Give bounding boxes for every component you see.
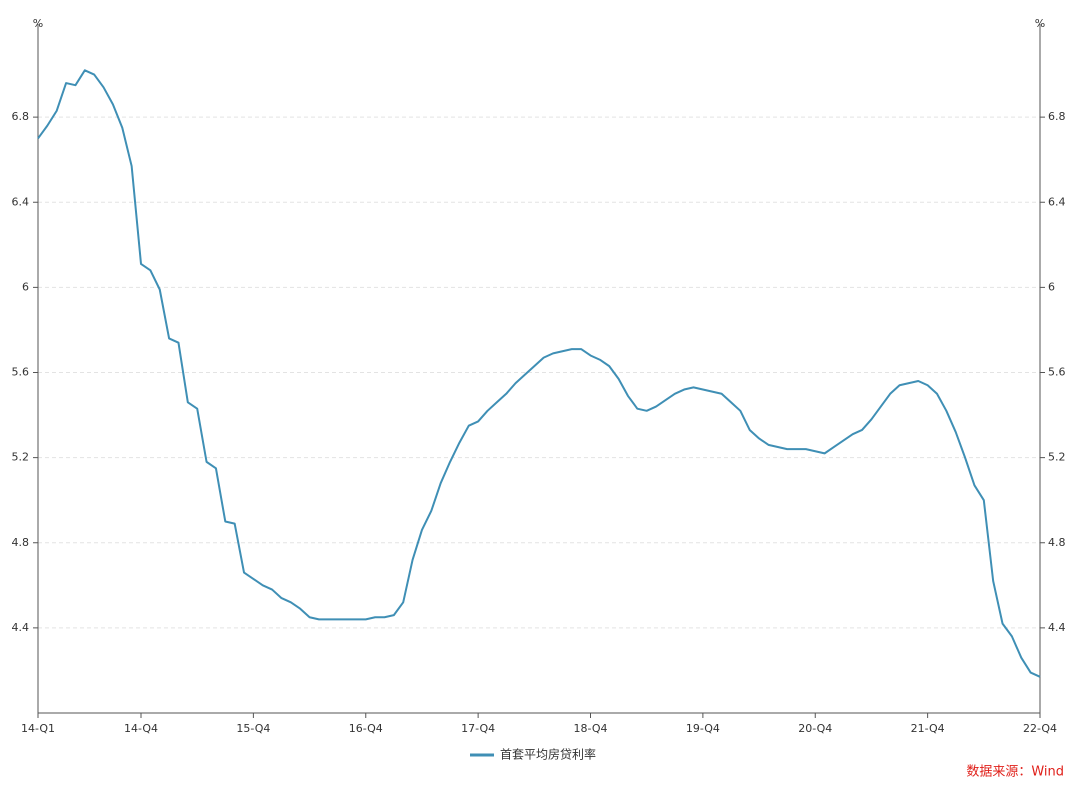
x-tick-label: 18-Q4 bbox=[573, 722, 607, 735]
y2-tick-label: 4.4 bbox=[1048, 621, 1066, 634]
x-tick-label: 16-Q4 bbox=[349, 722, 383, 735]
y2-axis-unit: % bbox=[1035, 17, 1045, 30]
y-axis-unit: % bbox=[33, 17, 43, 30]
y2-tick-label: 5.2 bbox=[1048, 451, 1066, 464]
x-tick-label: 19-Q4 bbox=[686, 722, 720, 735]
y-tick-label: 5.2 bbox=[12, 451, 30, 464]
y2-tick-label: 6.8 bbox=[1048, 110, 1066, 123]
y2-tick-label: 4.8 bbox=[1048, 536, 1066, 549]
y2-tick-label: 6 bbox=[1048, 280, 1055, 293]
source-note: 数据来源：Wind bbox=[966, 765, 1064, 780]
y-tick-label: 4.4 bbox=[12, 621, 30, 634]
y-tick-label: 5.6 bbox=[12, 366, 30, 379]
x-tick-label: 21-Q4 bbox=[911, 722, 945, 735]
y2-tick-label: 6.4 bbox=[1048, 195, 1066, 208]
x-tick-label: 15-Q4 bbox=[236, 722, 270, 735]
line-series bbox=[37, 69, 1041, 678]
y2-tick-label: 5.6 bbox=[1048, 366, 1066, 379]
y-tick-label: 6.4 bbox=[12, 195, 30, 208]
y-tick-label: 6 bbox=[22, 280, 29, 293]
y-tick-label: 6.8 bbox=[12, 110, 30, 123]
x-tick-label: 17-Q4 bbox=[461, 722, 495, 735]
x-tick-label: 20-Q4 bbox=[798, 722, 832, 735]
x-tick-label: 14-Q1 bbox=[21, 722, 55, 735]
x-tick-label: 22-Q4 bbox=[1023, 722, 1057, 735]
x-tick-label: 14-Q4 bbox=[124, 722, 158, 735]
legend-label: 首套平均房贷利率 bbox=[500, 747, 596, 762]
y-tick-label: 4.8 bbox=[12, 536, 30, 549]
